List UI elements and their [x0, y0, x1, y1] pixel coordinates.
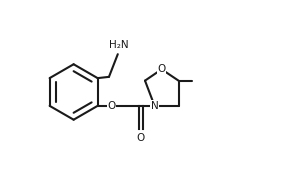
- Text: O: O: [107, 101, 116, 111]
- Text: N: N: [151, 101, 159, 111]
- Text: O: O: [136, 133, 145, 143]
- Text: O: O: [158, 64, 166, 74]
- Text: H₂N: H₂N: [109, 40, 129, 50]
